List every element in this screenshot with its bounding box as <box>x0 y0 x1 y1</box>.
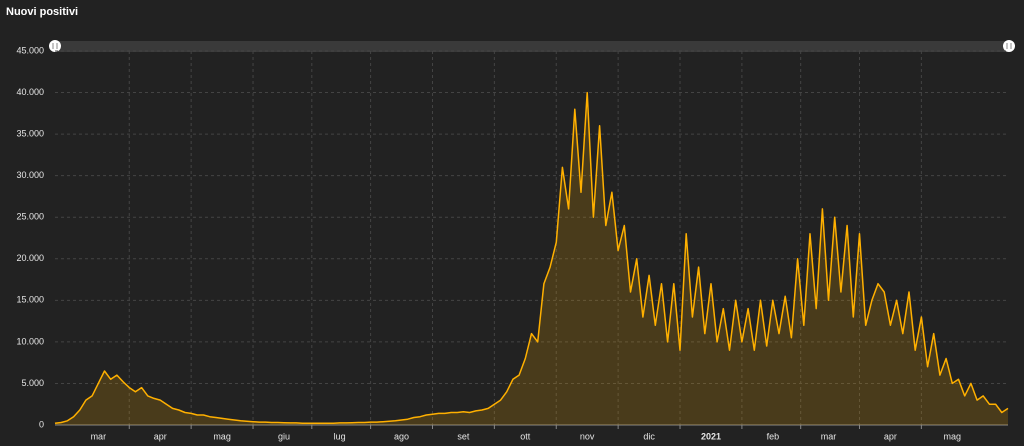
x-tick-label: dic <box>643 431 655 441</box>
area <box>55 92 1008 425</box>
slider-handle-right[interactable] <box>1003 40 1015 52</box>
x-tick-label: nov <box>580 431 595 441</box>
y-tick-label: 30.000 <box>16 170 44 180</box>
x-tick-label: mag <box>944 431 962 441</box>
y-tick-label: 35.000 <box>16 128 44 138</box>
x-tick-label: mar <box>821 431 837 441</box>
x-tick-label: feb <box>767 431 780 441</box>
x-tick-label: mar <box>91 431 107 441</box>
x-tick-label: giu <box>278 431 290 441</box>
x-tick-label: apr <box>884 431 897 441</box>
y-tick-label: 25.000 <box>16 212 44 222</box>
range-slider[interactable] <box>55 41 1010 52</box>
y-tick-label: 5.000 <box>21 378 44 388</box>
x-tick-label: set <box>457 431 470 441</box>
x-tick-label: ott <box>520 431 531 441</box>
y-tick-label: 0 <box>39 419 44 429</box>
y-tick-label: 40.000 <box>16 87 44 97</box>
y-tick-label: 20.000 <box>16 253 44 263</box>
y-tick-label: 15.000 <box>16 295 44 305</box>
x-tick-label: mag <box>213 431 231 441</box>
x-tick-label: ago <box>394 431 409 441</box>
x-tick-label: 2021 <box>701 431 721 441</box>
y-tick-label: 10.000 <box>16 336 44 346</box>
x-tick-label: apr <box>154 431 167 441</box>
slider-handle-left[interactable] <box>49 40 61 52</box>
line <box>54 91 1009 425</box>
y-tick-label: 45.000 <box>16 45 44 55</box>
chart-title: Nuovi positivi <box>6 6 78 18</box>
x-tick-label: lug <box>334 431 346 441</box>
